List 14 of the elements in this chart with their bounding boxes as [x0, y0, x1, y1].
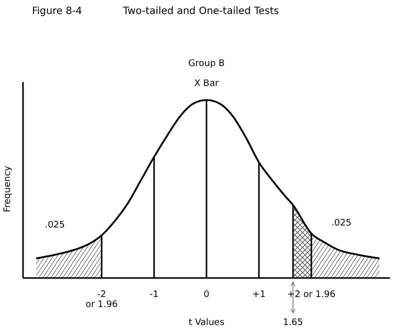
- text: X Bar: [194, 79, 220, 89]
- band-label: .025: [331, 218, 352, 228]
- x-tick-label: 0: [204, 290, 210, 300]
- chart-title: Two-tailed and One-tailed Tests: [122, 6, 279, 17]
- ref-line-label: 1.65: [282, 318, 304, 328]
- x-tick-label: -1: [150, 290, 159, 300]
- x-tick-label: +1: [252, 290, 266, 300]
- x-tick-label: +2 or 1.96: [287, 290, 336, 300]
- band-label: .025: [44, 220, 65, 230]
- text: Group B: [188, 59, 225, 69]
- x-axis-title: t Values: [188, 318, 225, 328]
- y-axis-title: Frequency: [3, 165, 13, 212]
- x-tick-label: -2 or 1.96: [86, 290, 118, 310]
- chart-subtitle: Figure 8-4: [32, 6, 82, 17]
